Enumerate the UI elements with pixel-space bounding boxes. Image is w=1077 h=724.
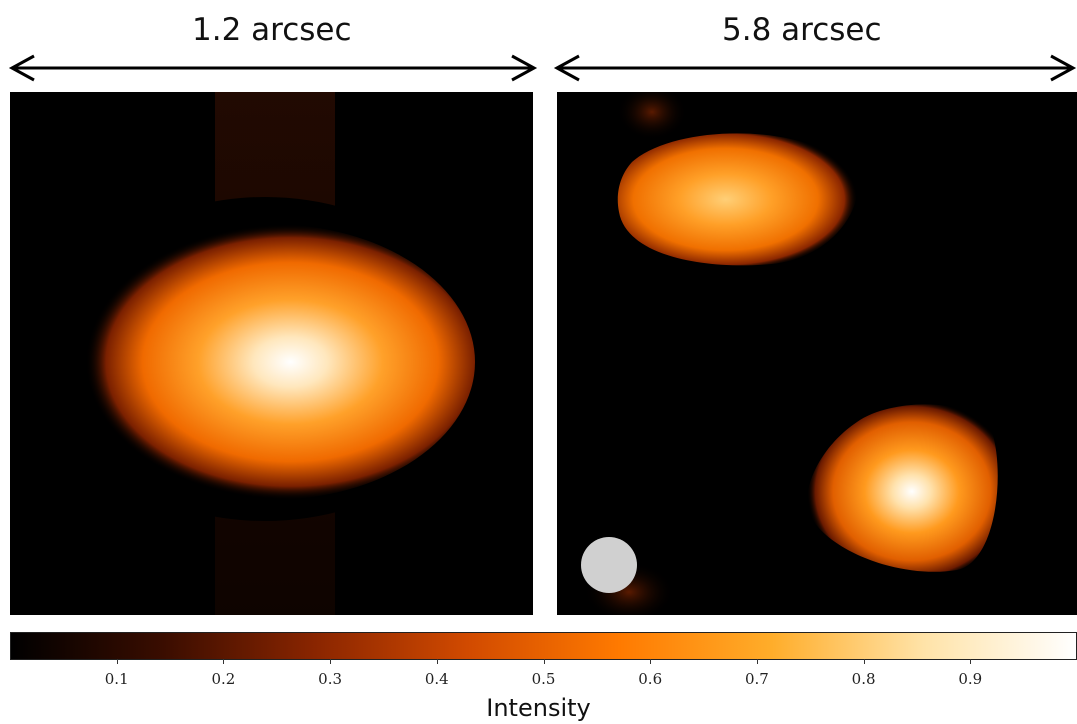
colorbar-tick-mark xyxy=(863,659,865,664)
left-scale-arrow xyxy=(8,54,538,82)
colorbar-tick-mark xyxy=(116,659,118,664)
colorbar-tick-label: 0.4 xyxy=(424,670,449,688)
colorbar-tick-mark xyxy=(650,659,652,664)
colorbar-tick-label: 0.6 xyxy=(638,670,663,688)
colorbar-tick-label: 0.9 xyxy=(958,670,983,688)
colorbar-tick-mark xyxy=(970,659,972,664)
right-source-image xyxy=(557,92,1077,615)
right-scale-arrow xyxy=(553,54,1077,82)
right-scale-label: 5.8 arcsec xyxy=(722,12,882,48)
colorbar-tick-mark xyxy=(330,659,332,664)
colorbar-tick-label: 0.2 xyxy=(211,670,236,688)
source-blob xyxy=(65,224,475,500)
left-scale-label: 1.2 arcsec xyxy=(192,12,352,48)
colorbar-tick-mark xyxy=(223,659,225,664)
beam-ellipse xyxy=(581,537,637,593)
left-source-image xyxy=(10,92,533,615)
upper-source xyxy=(617,133,858,266)
colorbar-title: Intensity xyxy=(486,694,591,722)
colorbar-tick-label: 0.7 xyxy=(744,670,769,688)
colorbar-tick-mark xyxy=(436,659,438,664)
colorbar-tick-label: 0.5 xyxy=(531,670,556,688)
colorbar-tick-label: 0.8 xyxy=(851,670,876,688)
colorbar-tick-mark xyxy=(543,659,545,664)
lower-source xyxy=(806,404,998,572)
right-image-panel xyxy=(557,92,1077,615)
faint-source-top xyxy=(617,92,687,140)
intensity-colorbar xyxy=(10,632,1077,660)
colorbar-tick-mark xyxy=(756,659,758,664)
colorbar-tick-label: 0.3 xyxy=(318,670,343,688)
colorbar-tick-label: 0.1 xyxy=(104,670,129,688)
left-image-panel xyxy=(10,92,533,615)
